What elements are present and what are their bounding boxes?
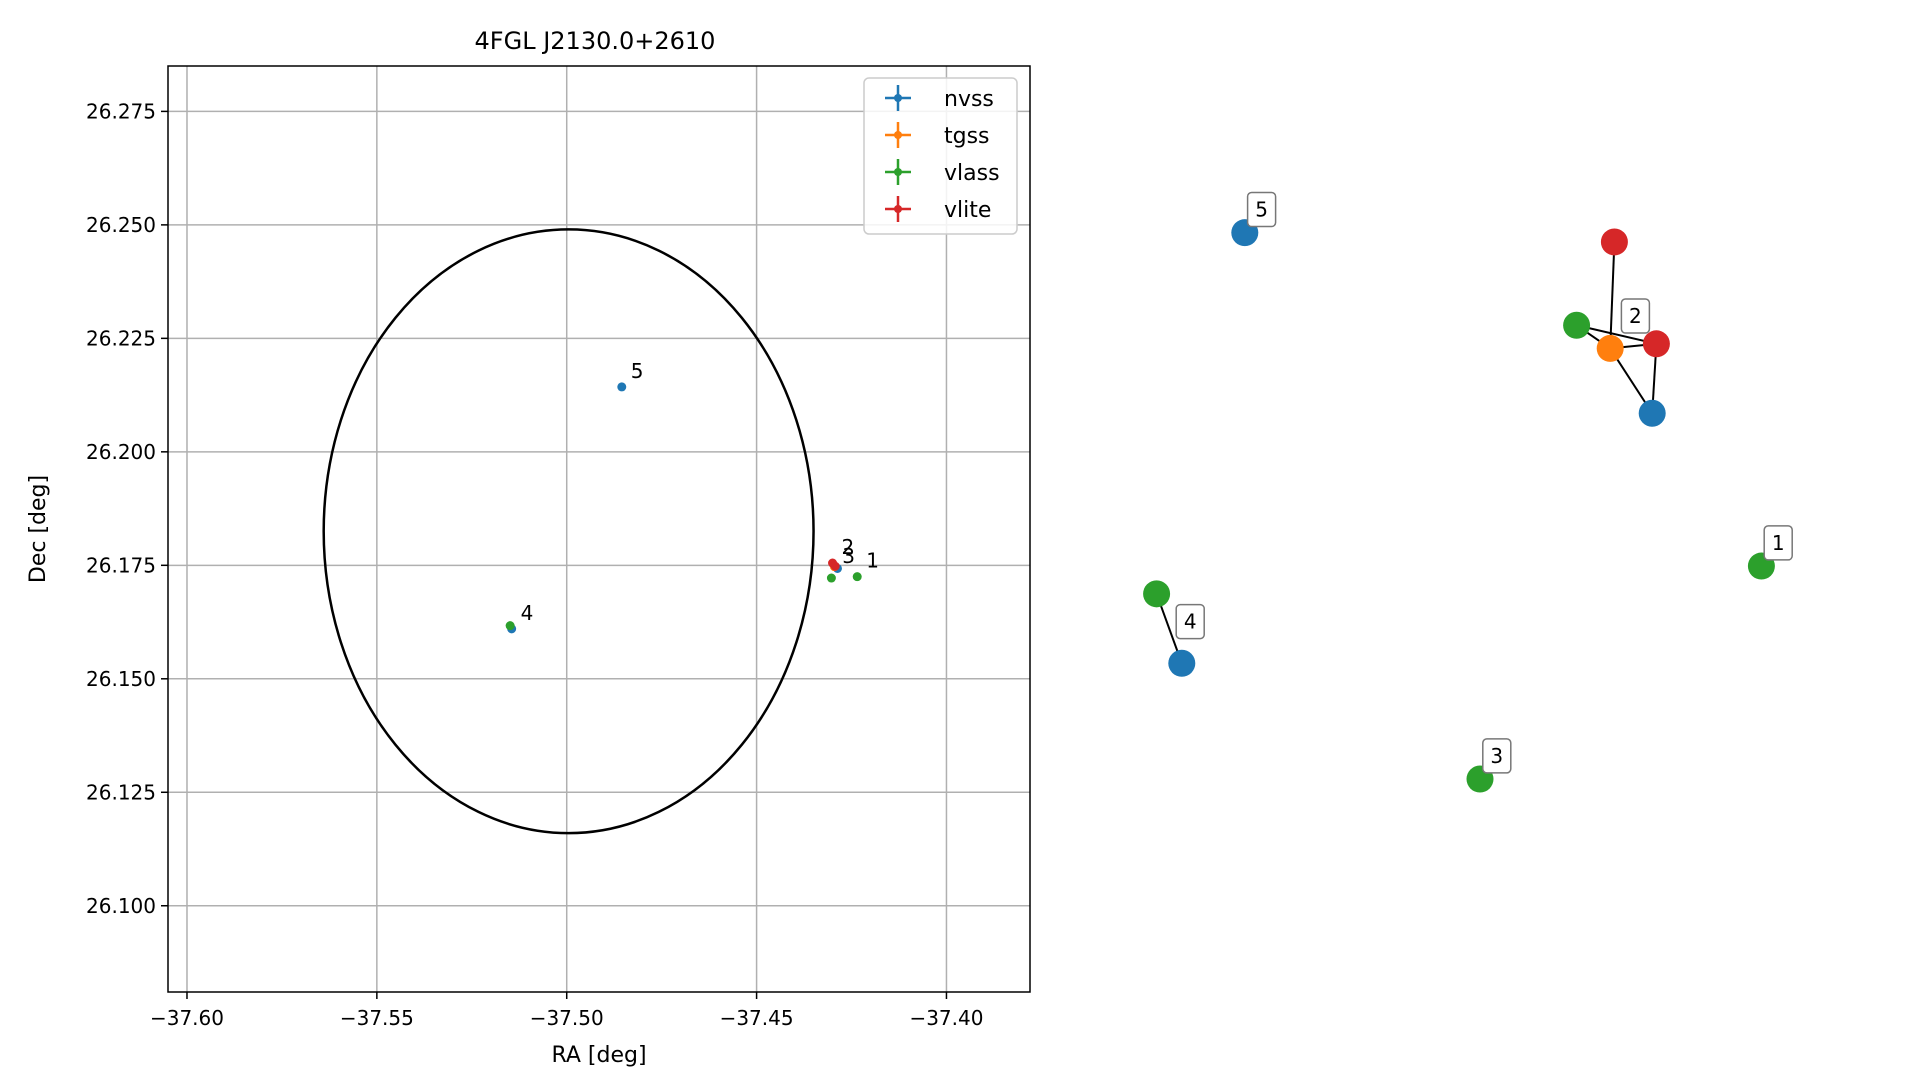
uncertainty-ellipse — [322, 228, 815, 835]
graph-node — [1143, 580, 1171, 608]
graph-label-box — [1246, 191, 1277, 228]
y-tick-label: 26.175 — [86, 553, 156, 577]
source-label: 5 — [631, 359, 644, 383]
graph-nodes — [1143, 219, 1775, 793]
x-tick-label: −37.60 — [150, 1006, 224, 1030]
point-nvss — [617, 382, 627, 392]
point-vlass — [852, 572, 862, 582]
source-label: 1 — [866, 549, 879, 573]
sky-plot: 4FGL J2130.0+2610 523 14 −37.60 −37.55 −37.… — [26, 27, 1031, 1068]
x-tick-label: −37.45 — [720, 1006, 794, 1030]
y-tick-label: 26.125 — [86, 780, 156, 804]
y-axis-label: Dec [deg] — [26, 475, 51, 583]
y-axis-ticks: 26.100 26.125 26.150 26.175 26.200 26.225 26.2… — [86, 99, 168, 918]
legend-entry-nvss: nvss — [944, 87, 994, 112]
source-labels: 5 23 1 4 — [521, 359, 879, 625]
graph-node — [1600, 228, 1628, 256]
point-vlass — [505, 621, 515, 631]
y-tick-label: 26.100 — [86, 894, 156, 918]
y-tick-label: 26.150 — [86, 667, 156, 691]
x-axis-ticks: −37.60 −37.55 −37.50 −37.45 −37.40 — [150, 992, 983, 1030]
legend-marker-dot — [894, 168, 902, 176]
y-tick-label: 26.200 — [86, 440, 156, 464]
graph-label-box — [1620, 298, 1651, 334]
point-vlite — [830, 561, 840, 571]
legend-entry-vlite: vlite — [944, 198, 991, 223]
graph-labels: 5 2 1 4 3 — [1175, 191, 1793, 774]
legend: nvss tgss vlass vlite — [863, 77, 1018, 235]
graph-edge — [1576, 324, 1657, 345]
graph-label-box — [1482, 738, 1512, 774]
graph-label-text: 5 — [1255, 198, 1268, 222]
legend-marker-dot — [894, 94, 902, 102]
y-tick-label: 26.225 — [86, 326, 156, 350]
x-tick-label: −37.55 — [340, 1006, 414, 1030]
graph-label-box — [1763, 525, 1793, 561]
graph-label: 5 — [1246, 191, 1277, 228]
graph-node — [1168, 649, 1196, 677]
x-tick-label: −37.40 — [909, 1006, 983, 1030]
graph-node — [1563, 311, 1591, 339]
graph-label: 4 — [1175, 603, 1205, 640]
data-points — [505, 382, 862, 634]
graph-label: 2 — [1620, 298, 1651, 334]
legend-entry-tgss: tgss — [944, 124, 990, 149]
source-label: 3 — [842, 544, 855, 568]
graph-label: 3 — [1482, 738, 1512, 774]
graph-label-text: 4 — [1184, 610, 1197, 634]
graph-edges — [1155, 241, 1658, 664]
graph-node — [1638, 399, 1666, 427]
graph-label-box — [1175, 603, 1205, 640]
source-label: 4 — [521, 601, 534, 625]
y-tick-label: 26.250 — [86, 213, 156, 237]
graph-label: 1 — [1763, 525, 1793, 561]
graph-label-text: 2 — [1629, 304, 1642, 328]
source-label: 2 — [842, 535, 855, 559]
plot-title: 4FGL J2130.0+2610 — [475, 27, 716, 55]
association-graph: 5 2 1 4 3 — [1143, 191, 1793, 793]
graph-label-text: 3 — [1490, 744, 1503, 768]
point-vlass — [826, 573, 836, 583]
x-tick-label: −37.50 — [530, 1006, 604, 1030]
graph-node — [1596, 334, 1624, 362]
graph-edge — [1609, 241, 1616, 349]
legend-marker-dot — [894, 205, 902, 213]
graph-node — [1642, 330, 1670, 358]
plot-frame — [167, 65, 1031, 993]
y-tick-label: 26.275 — [86, 99, 156, 123]
legend-entry-vlass: vlass — [944, 161, 1000, 186]
uncertainty-ellipse-layer — [322, 228, 815, 835]
x-axis-label: RA [deg] — [551, 1043, 646, 1068]
legend-marker-dot — [894, 131, 902, 139]
legend-box — [863, 77, 1018, 235]
graph-label-text: 1 — [1772, 531, 1785, 555]
